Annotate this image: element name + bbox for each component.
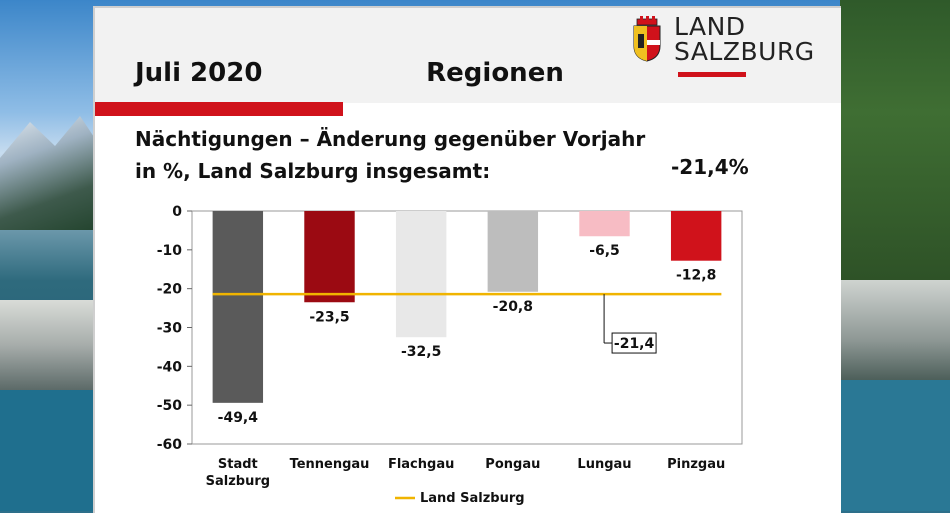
category-label: Pongau	[485, 457, 540, 472]
y-tick-label: -20	[157, 282, 183, 298]
bar-value-label: -6,5	[589, 243, 620, 259]
date-label: Juli 2020	[135, 58, 263, 88]
plot-frame	[191, 210, 743, 445]
bar-value-label: -12,8	[676, 268, 716, 284]
bar-0	[212, 211, 264, 403]
y-tick-label: -30	[157, 321, 183, 337]
category-label: Pinzgau	[667, 457, 725, 472]
slide-title: Regionen	[426, 58, 564, 88]
background-town-left	[0, 300, 95, 390]
y-tick-label: -10	[157, 243, 183, 259]
background-lake-right	[840, 380, 950, 511]
header-band	[95, 8, 841, 103]
subtitle-line-1: Nächtigungen – Änderung gegenüber Vorjah…	[135, 127, 646, 151]
subtitle-line-2: in %, Land Salzburg insgesamt:	[135, 159, 491, 183]
bar-3	[487, 211, 539, 292]
bar-value-label: -23,5	[309, 309, 349, 325]
bar-1	[304, 211, 355, 303]
y-tick-label: -60	[157, 437, 183, 453]
category-label: Stadt	[218, 457, 258, 472]
y-tick-label: -50	[157, 398, 183, 414]
presentation-slide: Juli 2020 Regionen LAND SALZBURG Nächtig…	[93, 6, 841, 513]
land-salzburg-logo: LAND SALZBURG	[630, 12, 830, 82]
accent-bar	[95, 102, 343, 116]
category-label: Salzburg	[206, 474, 270, 489]
legend-label: Land Salzburg	[420, 491, 525, 506]
background-lake-left	[0, 390, 95, 511]
bar-value-label: -32,5	[401, 344, 441, 360]
callout-box	[611, 332, 657, 354]
y-tick-label: 0	[172, 204, 182, 220]
category-label: Flachgau	[388, 457, 454, 472]
chart-subtitle: Nächtigungen – Änderung gegenüber Vorjah…	[135, 123, 645, 187]
coat-of-arms-icon	[633, 16, 661, 62]
logo-text-land: LAND	[674, 12, 746, 41]
bar-value-label: -49,4	[218, 410, 259, 426]
callout-value-label: -21,4	[614, 336, 655, 352]
background-forest	[840, 0, 950, 280]
logo-text-salzburg: SALZBURG	[674, 37, 815, 66]
bar-4	[579, 211, 630, 237]
bar-2	[395, 211, 447, 338]
logo-underline	[678, 72, 746, 77]
category-label: Tennengau	[290, 457, 370, 472]
y-tick-label: -40	[157, 359, 183, 375]
bar-value-label: -20,8	[493, 299, 533, 315]
category-label: Lungau	[577, 457, 631, 472]
total-value: -21,4%	[671, 155, 749, 179]
bar-chart: 0 -10 -20 -30 -40 -50 -60 -49,4 Stadt Salzburg -23…	[157, 204, 743, 506]
bar-5	[670, 211, 722, 261]
background-town-right	[840, 280, 950, 380]
